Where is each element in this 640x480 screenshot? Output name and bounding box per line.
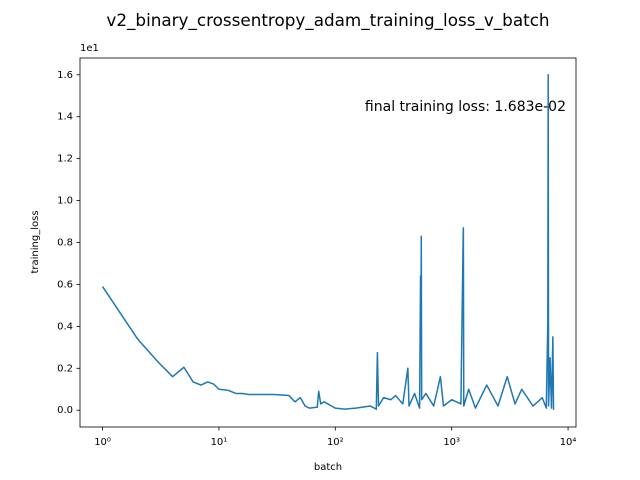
y-tick-label: 1.2 [57,154,73,165]
y-tick-label: 1.0 [57,196,73,207]
y-tick-label: 0.2 [57,363,73,374]
y-tick-label: 0.0 [57,405,73,416]
x-tick-label: 10⁰ [94,437,111,448]
y-offset-label: 1e1 [80,43,99,54]
x-tick-label: 10¹ [211,437,228,448]
x-tick-label: 10² [327,437,344,448]
x-tick-label: 10³ [443,437,460,448]
y-tick-label: 0.4 [57,321,73,332]
y-axis-label: training_loss [30,210,41,273]
annotation: final training loss: 1.683e-02 [365,99,566,115]
plot-frame [79,57,577,428]
y-tick-label: 1.4 [57,112,73,123]
y-tick-label: 0.6 [57,279,73,290]
y-tick-label: 0.8 [57,238,73,249]
x-axis-label: batch [314,462,342,473]
y-tick-label: 1.6 [57,70,73,81]
line [101,74,555,410]
x-tick-label: 10⁴ [560,437,577,448]
chart-title: v2_binary_crossentropy_adam_training_los… [106,10,549,31]
